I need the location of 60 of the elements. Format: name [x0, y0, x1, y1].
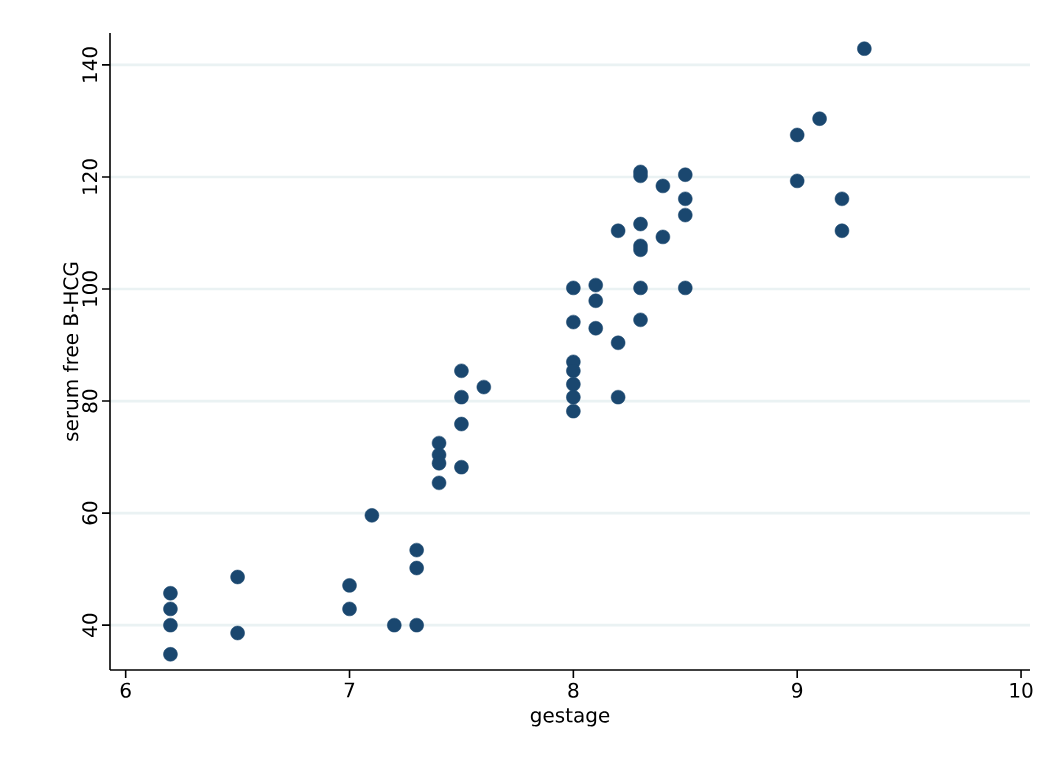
point: [610, 223, 626, 238]
x-axis-title: gestage: [530, 708, 610, 727]
point: [431, 435, 447, 451]
y-tick-label: 100: [82, 271, 98, 306]
point: [163, 586, 178, 601]
point: [678, 280, 693, 296]
point: [387, 617, 402, 633]
x-tick-label: 7: [344, 682, 355, 698]
point: [812, 111, 827, 126]
point: [588, 293, 603, 308]
point: [454, 459, 469, 475]
point: [409, 560, 424, 576]
point: [476, 379, 492, 395]
y-tick-label: 40: [82, 613, 98, 637]
point: [454, 416, 469, 432]
point: [342, 601, 357, 617]
point: [409, 617, 424, 633]
point: [566, 403, 581, 419]
point: [610, 335, 626, 351]
point: [409, 542, 424, 558]
point: [588, 277, 603, 293]
point: [163, 601, 178, 617]
y-tick-label: 140: [82, 47, 98, 82]
point: [566, 389, 581, 405]
point: [633, 280, 648, 296]
x-tick-label: 9: [792, 682, 803, 698]
point: [230, 569, 245, 585]
point: [566, 280, 581, 296]
point: [834, 223, 850, 238]
point: [588, 321, 603, 336]
x-tick-label: 6: [120, 682, 131, 698]
y-tick-label: 60: [82, 501, 98, 525]
point: [790, 173, 805, 189]
point: [431, 475, 447, 491]
x-tick-label: 8: [568, 682, 579, 698]
y-tick-label: 80: [82, 389, 98, 413]
point: [610, 389, 626, 405]
point: [454, 363, 469, 379]
point: [431, 456, 447, 471]
point: [633, 216, 648, 232]
point: [790, 127, 805, 143]
point: [834, 191, 850, 207]
point: [566, 314, 581, 330]
point: [364, 508, 380, 523]
point: [633, 312, 648, 328]
point: [342, 578, 357, 593]
x-tick-label: 10: [1010, 682, 1033, 698]
y-tick-label: 120: [82, 159, 98, 194]
point: [230, 625, 245, 641]
point: [655, 229, 671, 245]
point: [678, 207, 693, 223]
point: [566, 377, 581, 392]
point: [454, 389, 469, 405]
point: [163, 647, 178, 662]
point: [678, 167, 693, 182]
point: [857, 41, 872, 56]
point: [678, 191, 693, 207]
point: [163, 617, 178, 633]
y-axis-title: serum free B-HCG: [62, 262, 79, 441]
point: [655, 178, 671, 194]
